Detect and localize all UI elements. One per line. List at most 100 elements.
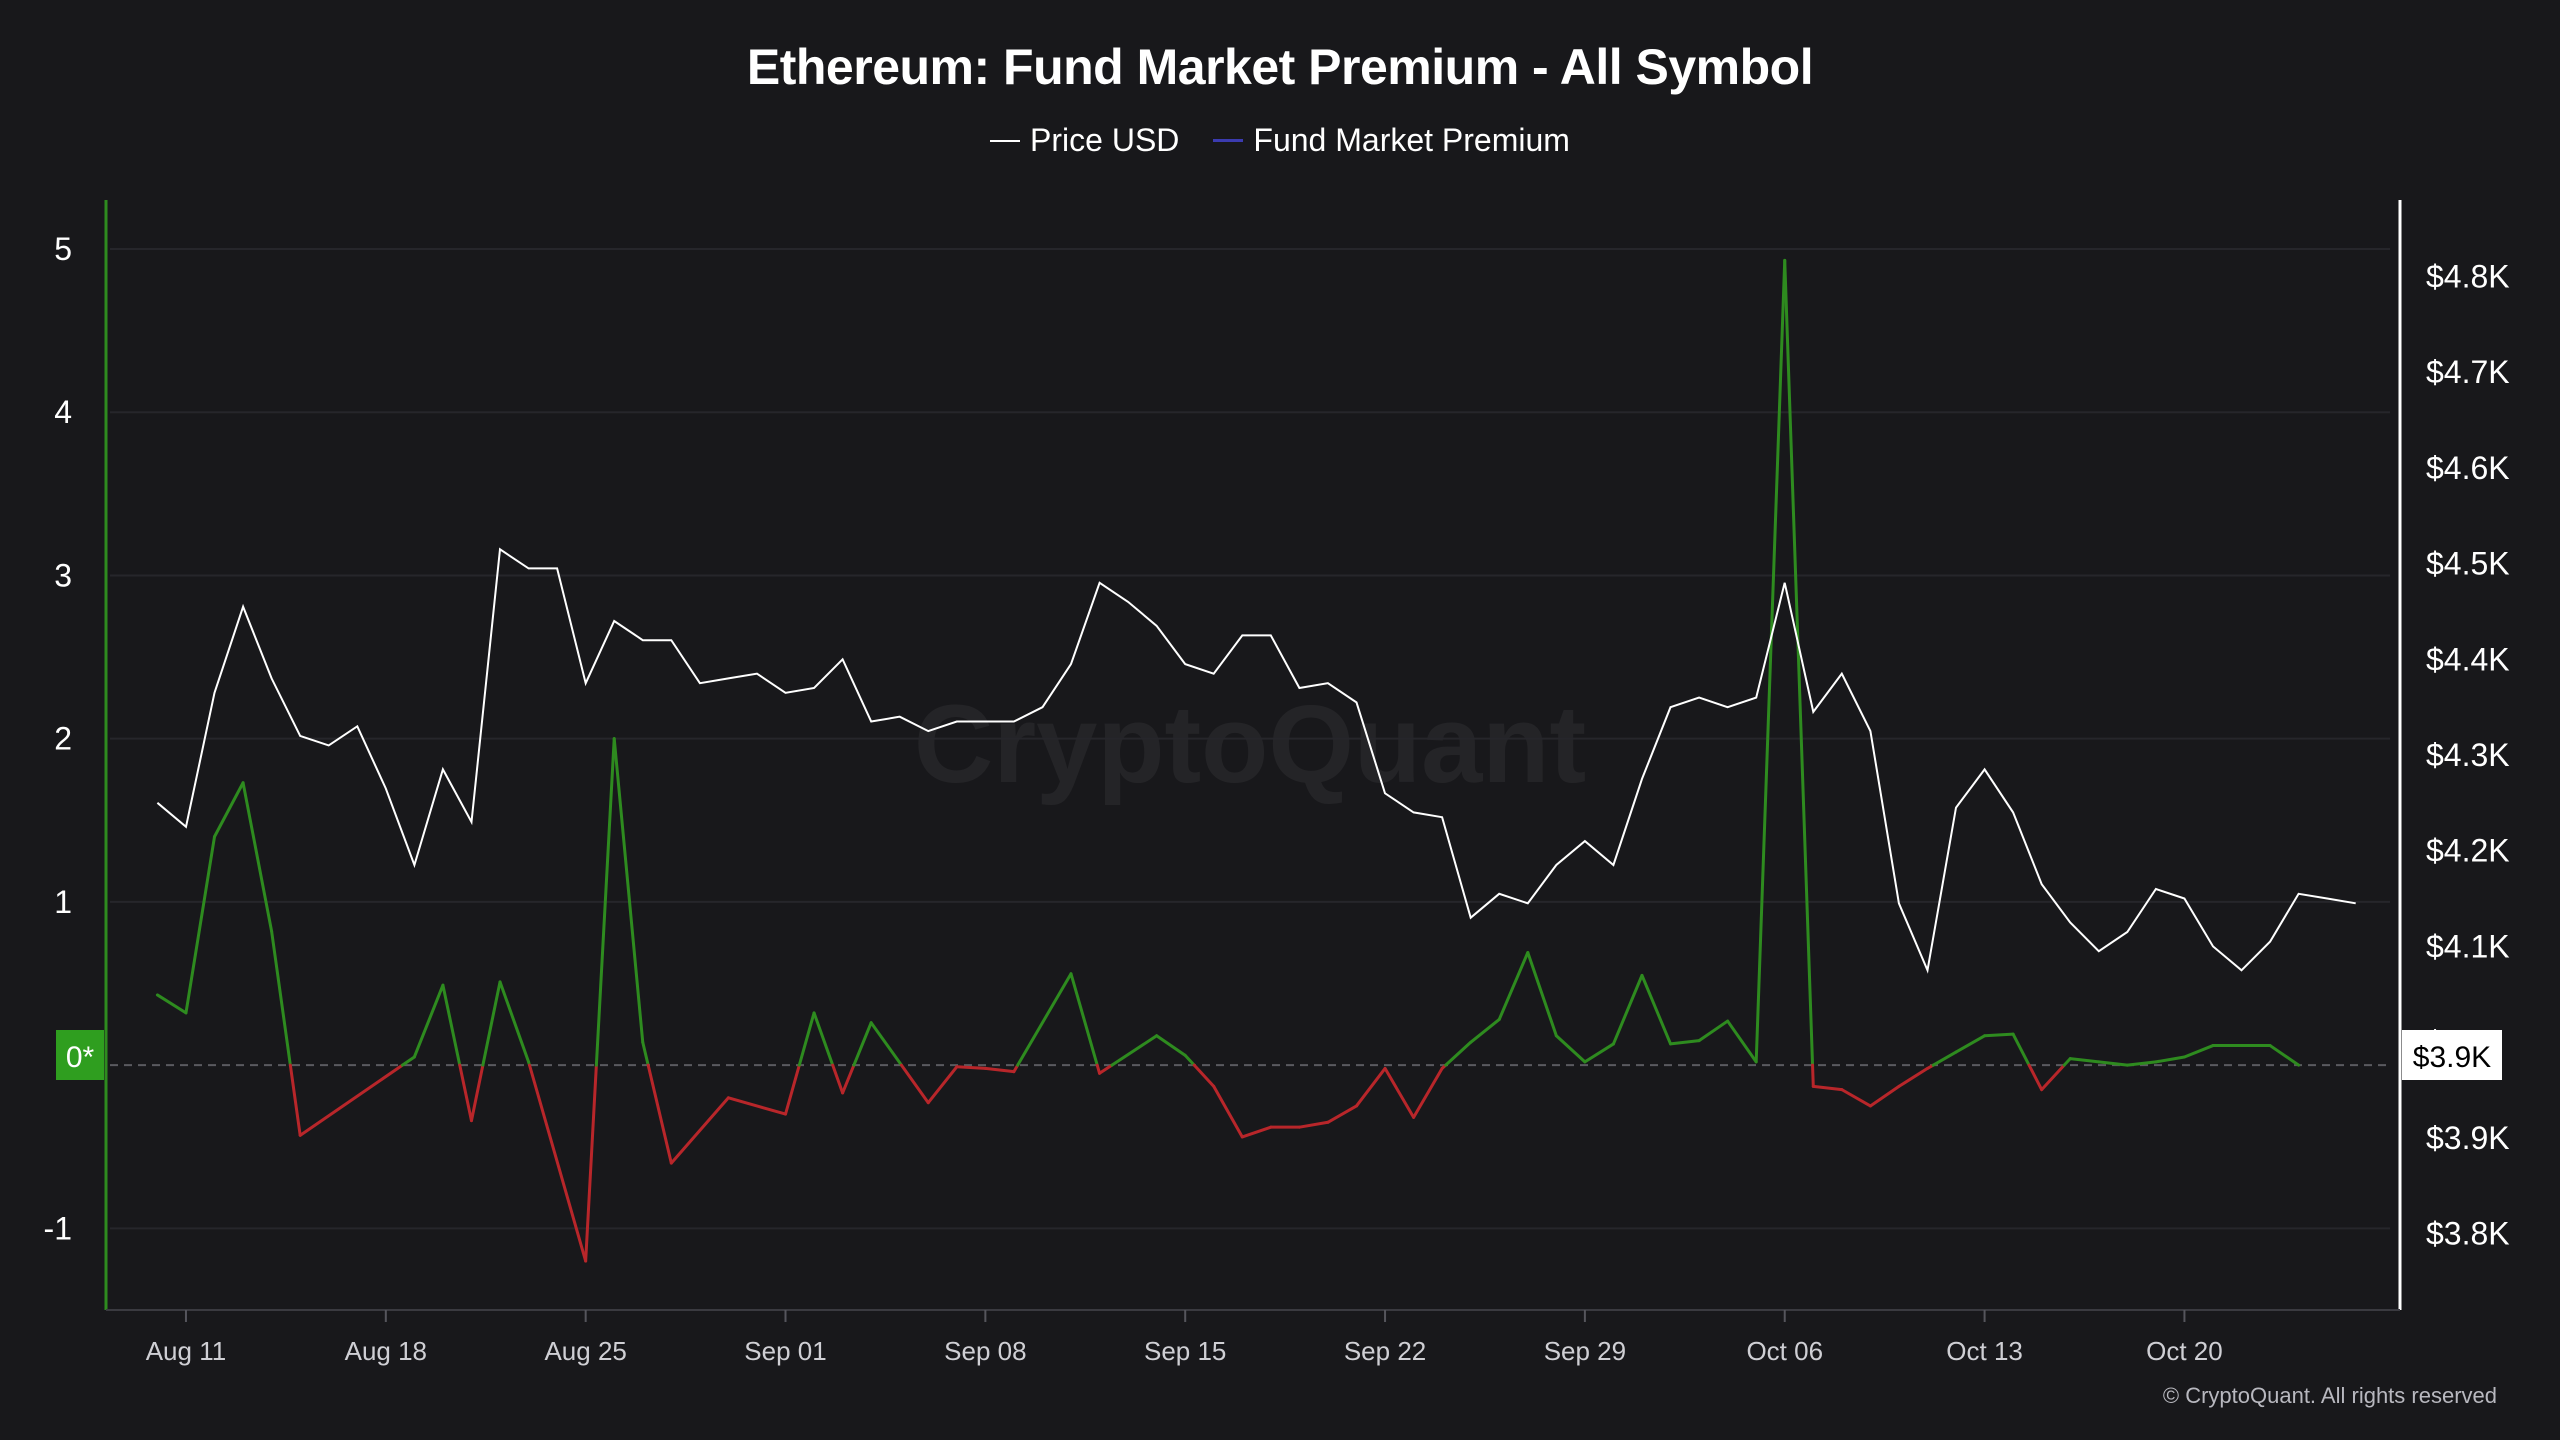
premium-segment: [2068, 1057, 2101, 1064]
price-series-line[interactable]: [156, 547, 2356, 974]
right-tick-label: $4.4K: [2426, 641, 2510, 677]
right-tick-label: $4.2K: [2426, 833, 2510, 869]
premium-segment: [412, 983, 445, 1059]
zero-badge-bg: [56, 1030, 104, 1080]
premium-segment: [400, 1055, 416, 1067]
premium-segment: [646, 1063, 673, 1165]
x-tick-label: Sep 01: [744, 1336, 826, 1366]
premium-segment: [869, 1021, 903, 1067]
premium-segment: [1811, 1084, 1844, 1092]
premium-segment: [1212, 1084, 1244, 1139]
legend-swatch-premium: [1213, 139, 1244, 142]
right-tick-label: $4.5K: [2426, 546, 2510, 582]
premium-segment: [1868, 1084, 1901, 1108]
premium-segment: [213, 781, 245, 839]
chart-title: Ethereum: Fund Market Premium - All Symb…: [746, 39, 1814, 95]
x-tick-label: Oct 06: [1746, 1336, 1823, 1366]
premium-segment: [2182, 1044, 2215, 1059]
zero-badge: 0*: [56, 1030, 104, 1080]
premium-segment: [841, 1063, 856, 1095]
legend-label-price: Price USD: [1030, 122, 1180, 158]
x-tick-label: Sep 29: [1544, 1336, 1626, 1366]
right-tick-label: $3.8K: [2426, 1215, 2510, 1251]
watermark: CryptoQuant: [914, 683, 1586, 806]
grid: [110, 247, 2390, 1230]
left-tick-label: -1: [44, 1210, 72, 1246]
premium-segment: [155, 993, 188, 1015]
premium-segment: [270, 929, 292, 1067]
x-tick-label: Aug 18: [345, 1336, 427, 1366]
premium-segment: [184, 835, 217, 1015]
right-tick-label: $4.8K: [2426, 259, 2510, 295]
premium-segment: [1840, 1088, 1872, 1108]
premium-segment: [2040, 1063, 2066, 1092]
left-axis-ticks: 5 4 3 2 1 -1: [44, 231, 72, 1246]
premium-segment: [441, 983, 462, 1067]
x-tick-label: Oct 13: [1946, 1336, 2023, 1366]
premium-segment: [298, 1063, 404, 1137]
price-badge-bg: [2402, 1030, 2502, 1080]
premium-segment: [1931, 1050, 1958, 1067]
right-tick-label: $4.1K: [2426, 928, 2510, 964]
legend-item-premium[interactable]: Fund Market Premium: [1213, 122, 1570, 159]
premium-segment: [2011, 1032, 2031, 1067]
premium-segment: [1469, 1017, 1501, 1044]
copyright: © CryptoQuant. All rights reserved: [2163, 1383, 2497, 1408]
premium-segment: [1783, 258, 1815, 1067]
legend-item-price[interactable]: Price USD: [990, 122, 1179, 159]
premium-segment: [955, 1065, 987, 1070]
premium-segment: [1192, 1063, 1216, 1088]
premium-segment: [1983, 1032, 2015, 1038]
premium-segment: [1640, 973, 1673, 1046]
premium-segment: [1383, 1066, 1416, 1119]
premium-segment: [1697, 1019, 1730, 1043]
premium-segment: [1611, 973, 1644, 1046]
premium-segment: [241, 781, 274, 933]
premium-segment: [2027, 1063, 2044, 1092]
premium-segment: [726, 1096, 788, 1116]
premium-segment: [784, 1063, 801, 1116]
premium-segment: [1754, 258, 1787, 1064]
premium-segment: [812, 1011, 835, 1067]
premium-segment: [1297, 1120, 1330, 1129]
zero-badge-label: 0*: [66, 1041, 95, 1074]
premium-segment: [1954, 1034, 1987, 1054]
premium-segment: [1155, 1034, 1187, 1057]
premium-segment: [797, 1011, 816, 1067]
premium-segment: [1811, 1063, 1815, 1088]
premium-segment: [983, 1066, 1016, 1074]
premium-segment: [458, 1063, 473, 1123]
x-tick-label: Sep 08: [944, 1336, 1026, 1366]
premium-segment: [1444, 1040, 1473, 1067]
premium-segment: [926, 1065, 959, 1105]
premium-segment: [481, 980, 502, 1067]
premium-segment: [1526, 951, 1558, 1038]
premium-segment: [1354, 1066, 1387, 1108]
premium-series[interactable]: [155, 258, 2301, 1263]
premium-segment: [2268, 1044, 2301, 1067]
premium-segment: [1098, 1063, 1114, 1075]
premium-segment: [899, 1063, 930, 1105]
premium-segment: [1669, 1039, 1701, 1046]
left-tick-label: 5: [54, 231, 72, 267]
premium-segment: [1016, 972, 1073, 1067]
x-tick-label: Aug 11: [146, 1336, 226, 1366]
premium-segment: [1583, 1042, 1615, 1064]
premium-segment: [612, 737, 645, 1044]
premium-segment: [669, 1096, 730, 1165]
premium-segment: [1069, 972, 1099, 1067]
premium-segment: [1726, 1019, 1758, 1064]
left-tick-label: 4: [54, 394, 72, 430]
premium-segment: [584, 1063, 598, 1263]
premium-segment: [288, 1063, 302, 1137]
right-tick-label: $4.7K: [2426, 354, 2510, 390]
x-tick-label: Sep 15: [1144, 1336, 1226, 1366]
premium-segment: [852, 1021, 873, 1067]
x-tick-label: Oct 20: [2146, 1336, 2223, 1366]
premium-segment: [1497, 951, 1530, 1021]
right-axis-ticks: $4.8K $4.7K $4.6K $4.5K $4.4K $4.3K $4.2K $4.1K…: [2426, 259, 2510, 1252]
left-tick-label: 3: [54, 557, 72, 593]
premium-segment: [594, 737, 616, 1067]
